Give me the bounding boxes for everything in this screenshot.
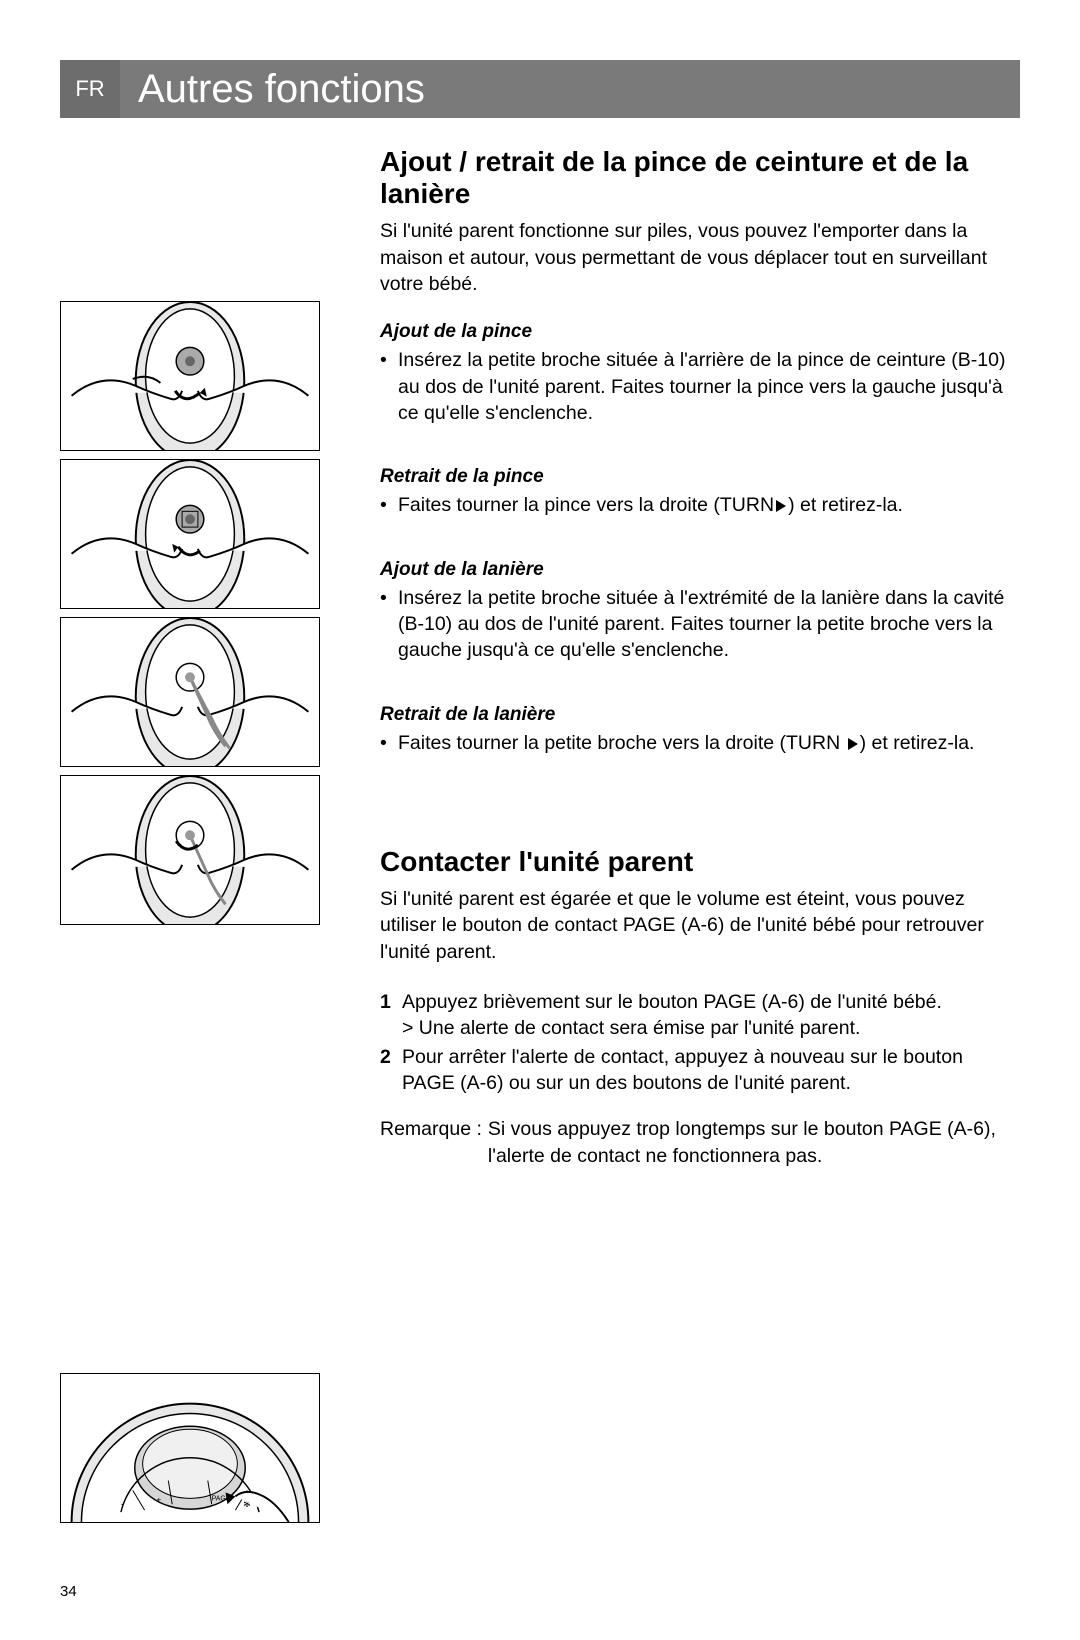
step-2: Pour arrêter l'alerte de contact, appuye…	[380, 1044, 1020, 1097]
intro-belt-clip: Si l'unité parent fonctionne sur piles, …	[380, 218, 1020, 297]
text-segment: Faites tourner la pince vers la droite (…	[398, 494, 774, 516]
note-block: Remarque : Si vous appuyez trop longtemp…	[380, 1116, 1020, 1169]
heading-paging: Contacter l'unité parent	[380, 846, 1020, 878]
text-segment: ) et retirez-la.	[860, 732, 975, 754]
illustration-clip-remove	[60, 459, 320, 609]
illustration-strap-attach	[60, 617, 320, 767]
step-1-result: > Une alerte de contact sera émise par l…	[402, 1015, 1020, 1041]
sub-remove-strap: Retrait de la lanière	[380, 704, 1020, 726]
note-label: Remarque :	[380, 1116, 482, 1169]
step-1-text: Appuyez brièvement sur le bouton PAGE (A…	[402, 991, 942, 1013]
triangle-right-icon	[848, 738, 858, 750]
header-bar: FR Autres fonctions	[60, 60, 1020, 118]
text-segment: ) et retirez-la.	[788, 494, 903, 516]
bullet-remove-clip: Faites tourner la pince vers la droite (…	[380, 492, 1020, 518]
intro-paging: Si l'unité parent est égarée et que le v…	[380, 886, 1020, 965]
illustration-strap-remove	[60, 775, 320, 925]
text-segment: Faites tourner la petite broche vers la …	[398, 732, 846, 754]
triangle-right-icon	[776, 500, 786, 512]
note-text: Si vous appuyez trop longtemps sur le bo…	[488, 1116, 1020, 1169]
bullet-remove-strap: Faites tourner la petite broche vers la …	[380, 730, 1020, 756]
text-column: Ajout / retrait de la pince de ceinture …	[380, 146, 1020, 1523]
svg-text:+: +	[156, 1495, 161, 1504]
page-number: 34	[60, 1583, 1020, 1600]
illustration-clip-attach	[60, 301, 320, 451]
bullet-attach-clip: Insérez la petite broche située à l'arri…	[380, 347, 1020, 426]
language-badge: FR	[60, 60, 120, 118]
sub-remove-clip: Retrait de la pince	[380, 466, 1020, 488]
page-title: Autres fonctions	[120, 60, 1020, 118]
illustration-page-button: - + PAGE ✻	[60, 1373, 320, 1523]
sub-attach-strap: Ajout de la lanière	[380, 559, 1020, 581]
svg-text:-: -	[121, 1499, 124, 1509]
illustration-column: - + PAGE ✻	[60, 146, 340, 1523]
step-1: Appuyez brièvement sur le bouton PAGE (A…	[380, 989, 1020, 1042]
heading-belt-clip: Ajout / retrait de la pince de ceinture …	[380, 146, 1020, 210]
sub-attach-clip: Ajout de la pince	[380, 321, 1020, 343]
bullet-attach-strap: Insérez la petite broche située à l'extr…	[380, 585, 1020, 664]
